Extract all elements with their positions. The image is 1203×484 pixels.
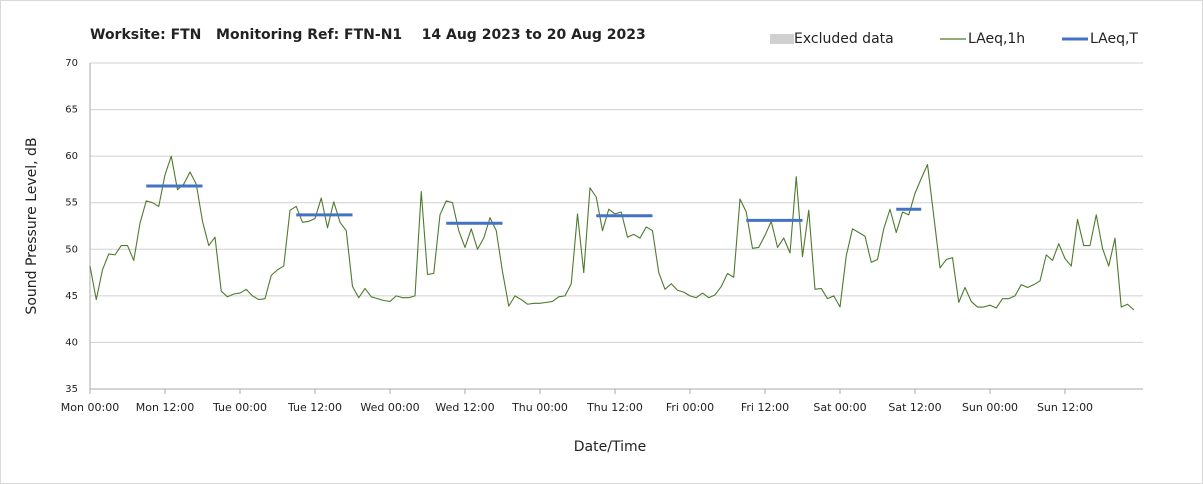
x-tick-label: Wed 12:00 [435, 401, 494, 414]
y-tick-label: 70 [65, 58, 78, 69]
y-tick-label: 55 [65, 198, 78, 209]
x-tick-label: Mon 12:00 [136, 401, 194, 414]
y-tick-label: 65 [65, 105, 78, 116]
x-tick-label: Thu 00:00 [511, 401, 568, 414]
legend-label: LAeq,1h [968, 31, 1025, 47]
chart-title: Worksite: FTN Monitoring Ref: FTN-N1 14 … [90, 27, 646, 43]
x-tick-label: Fri 12:00 [741, 401, 789, 414]
series-line [89, 155, 1135, 311]
x-tick-label: Fri 00:00 [666, 401, 714, 414]
x-tick-label: Tue 12:00 [287, 401, 342, 414]
series-line [146, 184, 922, 225]
y-tick-label: 60 [65, 151, 78, 162]
x-tick-label: Tue 00:00 [212, 401, 267, 414]
x-tick-label: Sun 00:00 [962, 401, 1018, 414]
x-tick-label: Mon 00:00 [61, 401, 119, 414]
legend-label: LAeq,T [1090, 31, 1138, 47]
legend-swatch [770, 34, 794, 44]
y-axis-title: Sound Pressure Level, dB [24, 137, 40, 314]
legend-label: Excluded data [794, 31, 894, 47]
y-tick-label: 40 [65, 337, 78, 348]
y-tick-label: 35 [65, 384, 78, 395]
y-tick-label: 50 [65, 244, 78, 255]
x-tick-label: Sat 12:00 [888, 401, 941, 414]
x-tick-label: Thu 12:00 [586, 401, 643, 414]
x-axis-title: Date/Time [574, 439, 646, 455]
y-tick-label: 45 [65, 291, 78, 302]
x-tick-label: Sun 12:00 [1037, 401, 1093, 414]
x-tick-label: Wed 00:00 [360, 401, 419, 414]
x-tick-label: Sat 00:00 [813, 401, 866, 414]
